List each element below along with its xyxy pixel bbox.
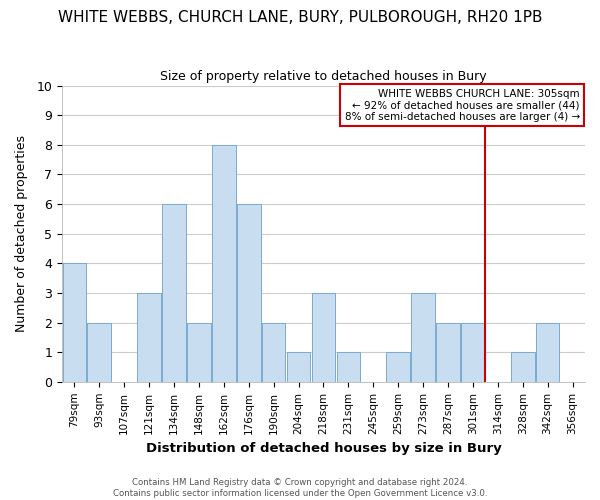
Bar [511, 352, 535, 382]
Bar [212, 145, 236, 382]
Bar [187, 322, 211, 382]
Text: WHITE WEBBS, CHURCH LANE, BURY, PULBOROUGH, RH20 1PB: WHITE WEBBS, CHURCH LANE, BURY, PULBOROU… [58, 10, 542, 25]
Title: Size of property relative to detached houses in Bury: Size of property relative to detached ho… [160, 70, 487, 83]
Bar [461, 322, 485, 382]
Text: WHITE WEBBS CHURCH LANE: 305sqm
← 92% of detached houses are smaller (44)
8% of : WHITE WEBBS CHURCH LANE: 305sqm ← 92% of… [344, 88, 580, 122]
Text: Contains HM Land Registry data © Crown copyright and database right 2024.
Contai: Contains HM Land Registry data © Crown c… [113, 478, 487, 498]
Bar [436, 322, 460, 382]
Y-axis label: Number of detached properties: Number of detached properties [15, 135, 28, 332]
Bar [88, 322, 111, 382]
Bar [386, 352, 410, 382]
X-axis label: Distribution of detached houses by size in Bury: Distribution of detached houses by size … [146, 442, 502, 455]
Bar [137, 293, 161, 382]
Bar [311, 293, 335, 382]
Bar [536, 322, 559, 382]
Bar [62, 264, 86, 382]
Bar [337, 352, 360, 382]
Bar [237, 204, 260, 382]
Bar [162, 204, 186, 382]
Bar [287, 352, 310, 382]
Bar [411, 293, 435, 382]
Bar [262, 322, 286, 382]
